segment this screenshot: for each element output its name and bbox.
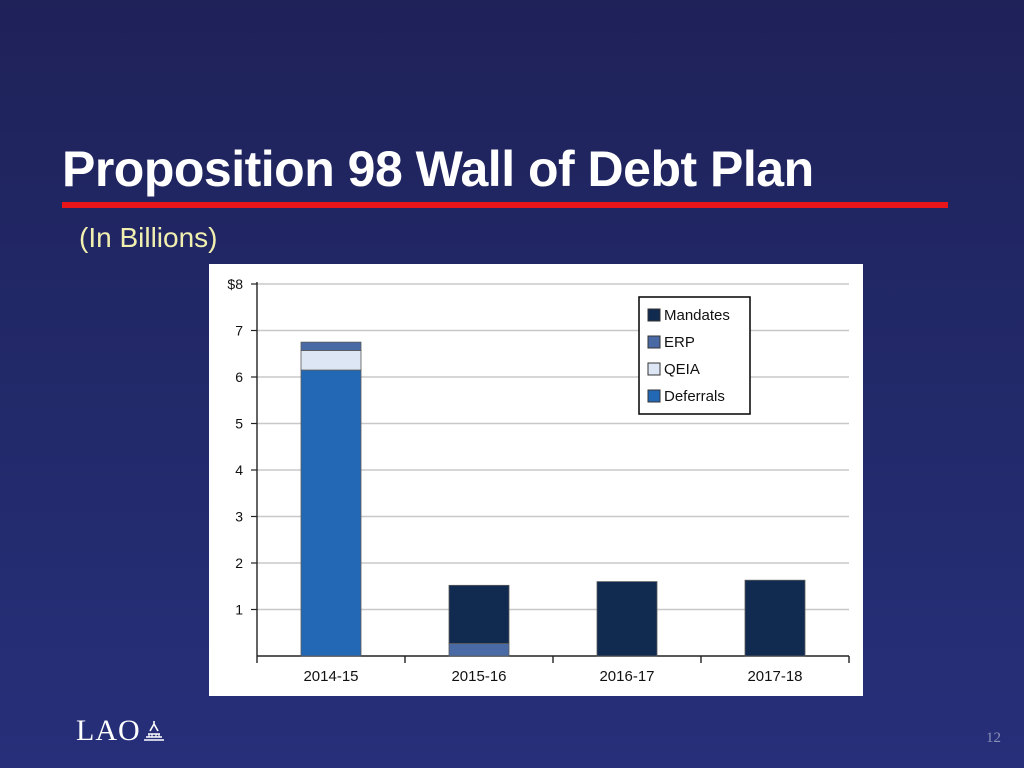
title-underline [62,202,948,208]
bar-segment-deferrals [300,369,362,657]
lao-logo: LAO [76,714,166,748]
bar-segment-erp [300,341,362,351]
capitol-icon [143,721,164,741]
bar-segment-mandates [596,581,658,657]
legend-swatch-deferrals [647,389,661,403]
x-tick-label: 2014-15 [303,668,358,685]
legend-label-deferrals: Deferrals [664,388,725,405]
x-tick-label: 2017-18 [747,668,802,685]
y-tick-label: 1 [235,602,243,618]
legend-label-mandates: Mandates [664,307,730,324]
x-tick-label: 2015-16 [451,668,506,685]
chart-panel: 1 2 3 4 5 6 7 $8 2014-15 2015-16 2016-17 2017-18 Man… [209,264,863,696]
bar-segment-mandates [744,579,806,657]
bar-segment-qeia [300,350,362,371]
bar-segment-mandates [448,584,510,644]
legend-label-erp: ERP [664,334,695,351]
logo-text: LAO [76,714,141,747]
y-tick-label: 2 [235,555,243,571]
x-tick-label: 2016-17 [599,668,654,685]
y-tick-label: 7 [235,323,243,339]
slide-subtitle: (In Billions) [79,222,218,253]
legend-swatch-mandates [647,308,661,322]
y-tick-label: 6 [235,369,243,385]
page-number: 12 [986,730,1001,746]
y-tick-label: 3 [235,509,243,525]
y-tick-label: $8 [227,276,243,292]
y-tick-label: 4 [235,462,243,478]
bar-segment-erp [448,643,510,657]
legend-swatch-erp [647,335,661,349]
slide-title: Proposition 98 Wall of Debt Plan [62,141,814,197]
legend-label-qeia: QEIA [664,361,700,378]
stacked-bar-chart: 1 2 3 4 5 6 7 $8 2014-15 2015-16 2016-17 2017-18 Man… [227,276,850,685]
legend-swatch-qeia [647,362,661,376]
y-tick-label: 5 [235,416,243,432]
